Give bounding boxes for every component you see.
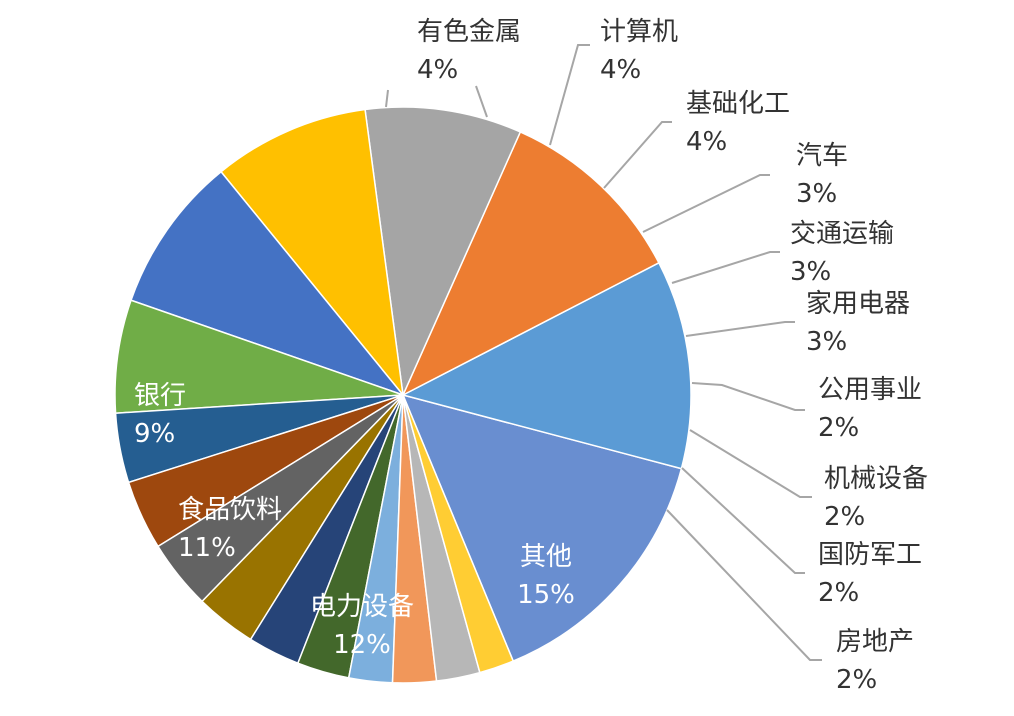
pie-slice-0: [401, 393, 683, 663]
pct-gongyong: 2%: [818, 413, 859, 443]
leader-line-guofang: [681, 467, 805, 574]
leader-line-jiaotong: [671, 251, 780, 284]
leader-line-qiche: [642, 174, 770, 233]
leader-line-fangdichan: [666, 509, 822, 661]
leader-line-jisuanji: [549, 44, 590, 146]
pie-slice-16: [402, 394, 515, 674]
pct-jisuanji: 4%: [600, 55, 641, 85]
label-fangdichan: 房地产: [836, 627, 914, 657]
pie-slice-1: [400, 261, 692, 470]
slice-labels: 其他 15% 电力设备 12% 食品饮料 11% 银行 9% 有色金属 4% 计…: [134, 17, 928, 695]
label-jichu: 基础化工: [686, 89, 790, 119]
label-yinhang: 银行: [134, 381, 186, 411]
pct-yinhang: 9%: [134, 419, 175, 449]
leader-line-youse-2: [475, 85, 488, 118]
pct-jixie: 2%: [824, 502, 865, 532]
leader-line-jichu: [603, 121, 672, 189]
label-jiaotong: 交通运输: [790, 219, 894, 249]
pct-guofang: 2%: [818, 578, 859, 608]
pct-qiche: 3%: [796, 179, 837, 209]
label-qita: 其他: [520, 542, 572, 572]
label-gongyong: 公用事业: [818, 375, 922, 405]
pct-qita: 15%: [517, 580, 575, 610]
pct-fangdichan: 2%: [836, 665, 877, 695]
label-shipin: 食品饮料: [178, 495, 282, 525]
pie-slice-4: [219, 108, 405, 398]
leader-line-youse: [385, 89, 389, 108]
pct-shipin: 11%: [178, 533, 236, 563]
pie-slice-2: [401, 130, 660, 397]
label-guofang: 国防军工: [818, 540, 922, 570]
label-jixie: 机械设备: [824, 464, 928, 494]
label-jiayong: 家用电器: [806, 289, 910, 319]
leader-line-jiayong: [685, 321, 795, 337]
pct-jichu: 4%: [686, 127, 727, 157]
leader-lines: [385, 44, 822, 661]
pct-dianli: 12%: [333, 630, 391, 660]
label-qiche: 汽车: [796, 141, 848, 171]
label-dianli: 电力设备: [310, 592, 414, 622]
pie-slice-6: [114, 299, 404, 414]
label-youse: 有色金属: [417, 17, 521, 47]
leader-line-gongyong: [691, 382, 805, 411]
leader-line-jixie: [689, 429, 812, 498]
pie-slice-5: [130, 170, 406, 397]
pie-slice-3: [364, 106, 522, 398]
pie-slices: [114, 106, 692, 684]
label-jisuanji: 计算机: [600, 17, 678, 47]
pct-youse: 4%: [417, 55, 458, 85]
pct-jiaotong: 3%: [790, 257, 831, 287]
pct-jiayong: 3%: [806, 327, 847, 357]
